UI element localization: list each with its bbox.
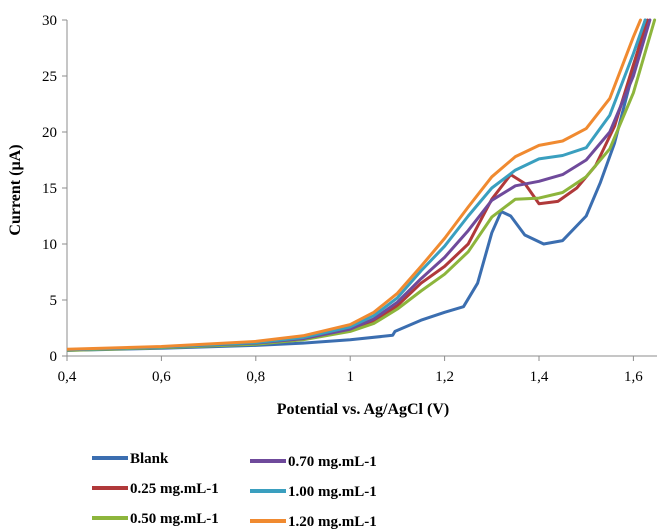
legend-label-1: Blank (130, 451, 169, 467)
x-axis-title: Potential vs. Ag/AgCl (V) (277, 401, 449, 418)
y-tick-label: 0 (50, 349, 58, 365)
y-axis-title: Current (µA) (7, 144, 24, 235)
x-tick-label: 1 (346, 369, 354, 385)
series-line-3 (67, 18, 657, 352)
x-tick-label: 0,8 (246, 369, 265, 385)
legend-label-2: 0.25 mg.mL-1 (130, 481, 219, 497)
legend-label-5: 1.00 mg.mL-1 (288, 484, 377, 500)
legend-label-3: 0.50 mg.mL-1 (130, 511, 219, 527)
series-line-2 (67, 18, 650, 352)
legend-label-4: 0.70 mg.mL-1 (288, 454, 377, 470)
x-tick-label: 1,2 (435, 369, 454, 385)
series-line-5 (67, 18, 647, 352)
legend-label-6: 1.20 mg.mL-1 (288, 514, 377, 530)
series-lines (67, 18, 657, 352)
series-line-6 (67, 18, 642, 351)
series-line-4 (67, 18, 652, 352)
x-tick-label: 0,6 (152, 369, 171, 385)
y-tick-label: 20 (42, 125, 57, 141)
series-line-1 (67, 18, 647, 352)
x-tick-label: 1,4 (530, 369, 549, 385)
y-tick-label: 10 (42, 237, 57, 253)
y-tick-label: 15 (42, 181, 57, 197)
y-tick-label: 30 (42, 13, 57, 29)
x-tick-label: 0,4 (58, 369, 77, 385)
axes: 0 5 10 15 20 25 30 0,4 0,6 0,8 1 1,2 1,4 1,6 (42, 13, 657, 385)
y-tick-label: 25 (42, 69, 57, 85)
y-tick-label: 5 (50, 293, 58, 309)
legend: Blank 0.25 mg.mL-1 0.50 mg.mL-1 0.70 mg.mL-… (92, 451, 377, 530)
x-tick-label: 1,6 (624, 369, 643, 385)
